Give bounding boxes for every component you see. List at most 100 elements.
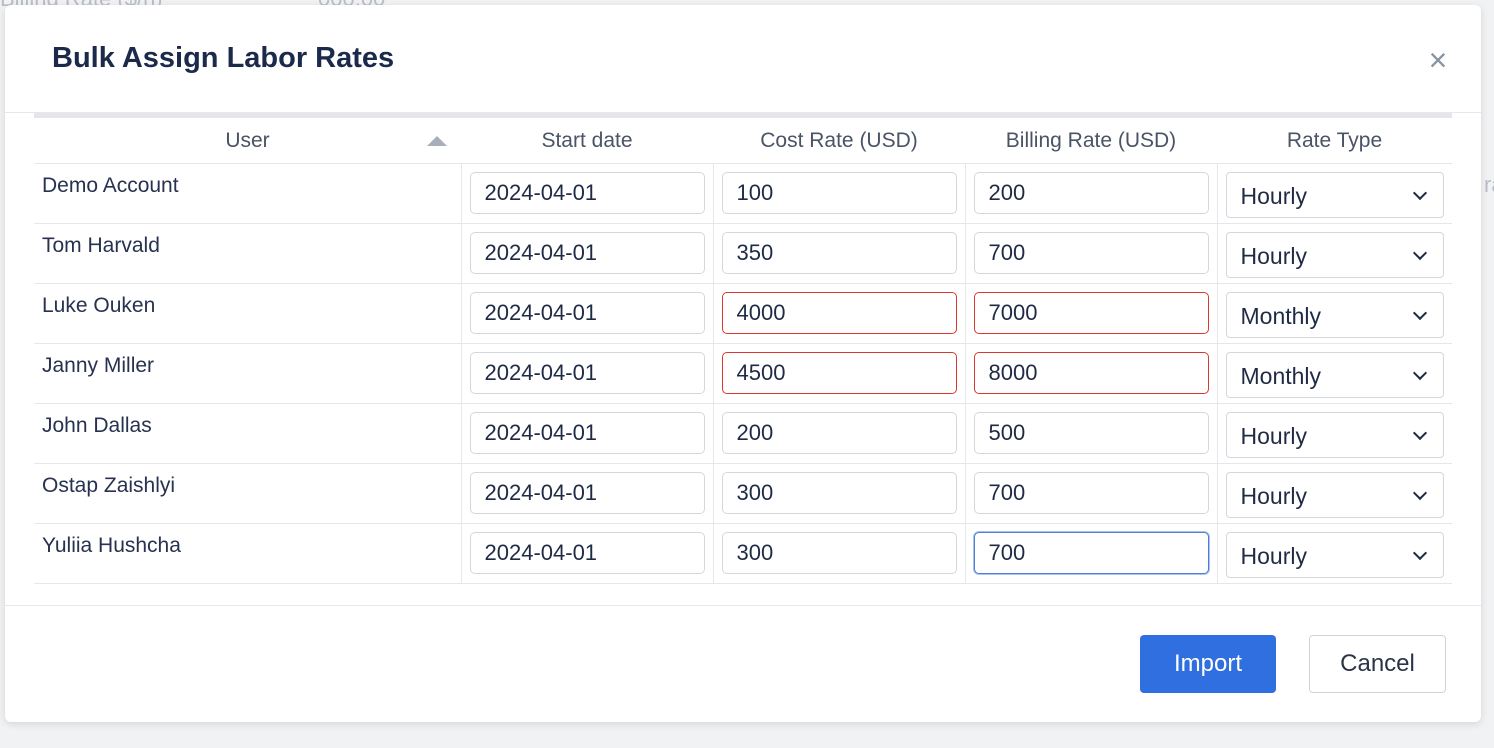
close-icon[interactable]: × — [1428, 42, 1448, 78]
rate-type-value: Hourly — [1240, 243, 1307, 269]
rate-type-select[interactable]: Hourly — [1225, 532, 1444, 578]
start-date-cell — [460, 523, 713, 584]
user-cell: John Dallas — [34, 403, 461, 464]
rate-type-cell: Hourly — [1216, 163, 1452, 224]
table-row: Ostap Zaishlyi Hourly — [34, 463, 1452, 524]
cost-rate-input[interactable] — [721, 172, 957, 214]
table-top-bar — [34, 113, 1452, 118]
start-date-cell — [460, 463, 713, 524]
chevron-down-icon — [1412, 185, 1428, 201]
cost-rate-input[interactable] — [721, 532, 957, 574]
user-name: Tom Harvald — [42, 234, 160, 257]
user-cell: Ostap Zaishlyi — [34, 463, 461, 524]
rate-type-cell: Hourly — [1216, 523, 1452, 584]
bulk-assign-modal: Bulk Assign Labor Rates × User Start dat… — [5, 5, 1481, 722]
billing-rate-cell — [964, 463, 1217, 524]
background-text-right: ra — [1484, 172, 1494, 197]
cost-rate-cell — [712, 223, 965, 284]
cost-rate-input[interactable] — [721, 292, 957, 334]
chevron-down-icon — [1412, 425, 1428, 441]
rate-type-cell: Monthly — [1216, 343, 1452, 404]
modal-title: Bulk Assign Labor Rates — [52, 42, 395, 74]
rate-type-cell: Hourly — [1216, 223, 1452, 284]
chevron-down-icon — [1412, 485, 1428, 501]
cost-rate-input[interactable] — [721, 472, 957, 514]
start-date-cell — [460, 163, 713, 224]
chevron-down-icon — [1412, 365, 1428, 381]
billing-rate-input[interactable] — [973, 472, 1209, 514]
table-row: Yuliia Hushcha Hourly — [34, 523, 1452, 584]
rate-type-cell: Monthly — [1216, 283, 1452, 344]
user-cell: Demo Account — [34, 163, 461, 224]
user-name: Luke Ouken — [42, 294, 156, 317]
column-header-start-date: Start date — [461, 118, 713, 164]
user-cell: Yuliia Hushcha — [34, 523, 461, 584]
billing-rate-cell — [964, 343, 1217, 404]
column-header-rate-type: Rate Type — [1217, 118, 1452, 164]
start-date-cell — [460, 223, 713, 284]
chevron-down-icon — [1412, 245, 1428, 261]
start-date-cell — [460, 403, 713, 464]
cost-rate-input[interactable] — [721, 232, 957, 274]
rate-type-value: Hourly — [1240, 543, 1307, 569]
footer-divider — [5, 605, 1481, 606]
table-row: John Dallas Hourly — [34, 403, 1452, 464]
billing-rate-input[interactable] — [973, 412, 1209, 454]
column-header-user[interactable]: User — [34, 118, 461, 164]
start-date-input[interactable] — [469, 232, 705, 274]
billing-rate-cell — [964, 283, 1217, 344]
start-date-input[interactable] — [469, 352, 705, 394]
table-row: Tom Harvald Hourly — [34, 223, 1452, 284]
rate-type-select[interactable]: Monthly — [1225, 292, 1444, 338]
cost-rate-cell — [712, 463, 965, 524]
billing-rate-cell — [964, 163, 1217, 224]
rate-type-value: Hourly — [1240, 423, 1307, 449]
cost-rate-cell — [712, 523, 965, 584]
billing-rate-cell — [964, 223, 1217, 284]
rates-table-container: User Start date Cost Rate (USD) Billing … — [34, 113, 1452, 584]
column-header-user-label: User — [225, 128, 270, 152]
cost-rate-input[interactable] — [721, 412, 957, 454]
start-date-input[interactable] — [469, 472, 705, 514]
billing-rate-input[interactable] — [973, 172, 1209, 214]
billing-rate-input[interactable] — [973, 232, 1209, 274]
rate-type-select[interactable]: Hourly — [1225, 412, 1444, 458]
start-date-cell — [460, 343, 713, 404]
table-row: Janny Miller Monthly — [34, 343, 1452, 404]
table-row: Luke Ouken Monthly — [34, 283, 1452, 344]
user-cell: Tom Harvald — [34, 223, 461, 284]
table-header-row: User Start date Cost Rate (USD) Billing … — [34, 118, 1452, 164]
user-name: John Dallas — [42, 414, 152, 437]
billing-rate-input[interactable] — [973, 352, 1209, 394]
user-name: Demo Account — [42, 174, 179, 197]
table-row: Demo Account Hourly — [34, 163, 1452, 224]
start-date-cell — [460, 283, 713, 344]
start-date-input[interactable] — [469, 412, 705, 454]
user-cell: Luke Ouken — [34, 283, 461, 344]
header-divider — [5, 112, 1481, 113]
rate-type-value: Hourly — [1240, 483, 1307, 509]
rate-type-select[interactable]: Hourly — [1225, 472, 1444, 518]
rate-type-value: Monthly — [1240, 363, 1322, 389]
start-date-input[interactable] — [469, 172, 705, 214]
sort-ascending-icon[interactable] — [427, 136, 447, 146]
start-date-input[interactable] — [469, 532, 705, 574]
cost-rate-cell — [712, 343, 965, 404]
rate-type-select[interactable]: Monthly — [1225, 352, 1444, 398]
column-header-billing-rate: Billing Rate (USD) — [965, 118, 1217, 164]
chevron-down-icon — [1412, 305, 1428, 321]
rate-type-select[interactable]: Hourly — [1225, 172, 1444, 218]
billing-rate-input[interactable] — [973, 292, 1209, 334]
cancel-button[interactable]: Cancel — [1309, 635, 1446, 693]
cost-rate-input[interactable] — [721, 352, 957, 394]
column-header-cost-rate: Cost Rate (USD) — [713, 118, 965, 164]
import-button[interactable]: Import — [1140, 635, 1276, 693]
cost-rate-cell — [712, 163, 965, 224]
cost-rate-cell — [712, 283, 965, 344]
start-date-input[interactable] — [469, 292, 705, 334]
billing-rate-input[interactable] — [973, 532, 1209, 574]
rate-type-cell: Hourly — [1216, 403, 1452, 464]
billing-rate-cell — [964, 403, 1217, 464]
rate-type-select[interactable]: Hourly — [1225, 232, 1444, 278]
user-name: Janny Miller — [42, 354, 155, 377]
